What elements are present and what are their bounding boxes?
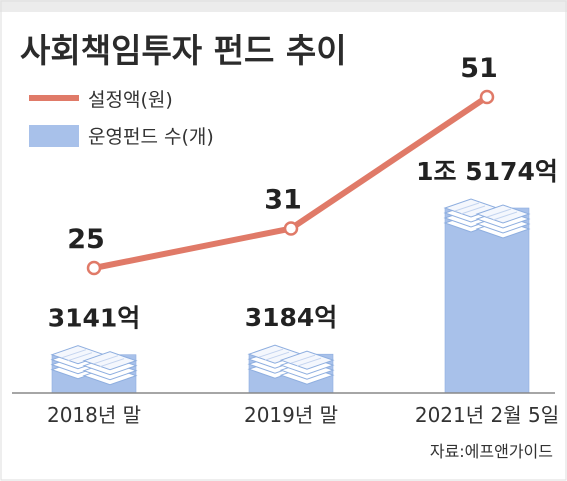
line-point-1 bbox=[283, 221, 299, 236]
line-point-2 bbox=[479, 89, 495, 105]
source-note: 자료:에프앤가이드 bbox=[430, 442, 553, 461]
x-tick-label-1: 2019년 말 bbox=[244, 403, 338, 427]
bar-2 bbox=[444, 207, 530, 394]
line-value-label-2: 51 bbox=[460, 53, 498, 84]
legend-swatch-bar bbox=[29, 125, 79, 147]
bar-value-label-2: 1조 5174억 bbox=[416, 157, 558, 186]
bar-value-label-0: 3141억 bbox=[48, 304, 141, 333]
x-tick-label-2: 2021년 2월 5일 bbox=[415, 403, 559, 427]
line-layer bbox=[86, 89, 495, 276]
chart-top-band bbox=[0, 0, 567, 12]
chart-title: 사회책임투자 펀드 추이 bbox=[20, 31, 347, 70]
labels-layer: 3141억 3184억 1조 5174억 25 31 51 bbox=[48, 53, 558, 333]
bar-value-label-1: 3184억 bbox=[245, 303, 338, 332]
x-tick-label-0: 2018년 말 bbox=[47, 403, 141, 427]
legend: 설정액(원) 운영펀드 수(개) bbox=[29, 89, 214, 148]
legend-swatch-line bbox=[29, 95, 79, 101]
bill-stack-icon-2 bbox=[443, 198, 531, 239]
bill-stack-icon-0 bbox=[50, 345, 138, 386]
line-point-0 bbox=[86, 260, 102, 276]
line-value-label-1: 31 bbox=[264, 185, 302, 216]
legend-label-line: 설정액(원) bbox=[88, 89, 173, 111]
bill-stack-icon-1 bbox=[247, 344, 335, 385]
x-axis: 2018년 말 2019년 말 2021년 2월 5일 bbox=[47, 403, 559, 427]
bars-layer bbox=[50, 198, 531, 394]
legend-label-bar: 운영펀드 수(개) bbox=[88, 126, 214, 148]
line-value-label-0: 25 bbox=[67, 224, 105, 255]
